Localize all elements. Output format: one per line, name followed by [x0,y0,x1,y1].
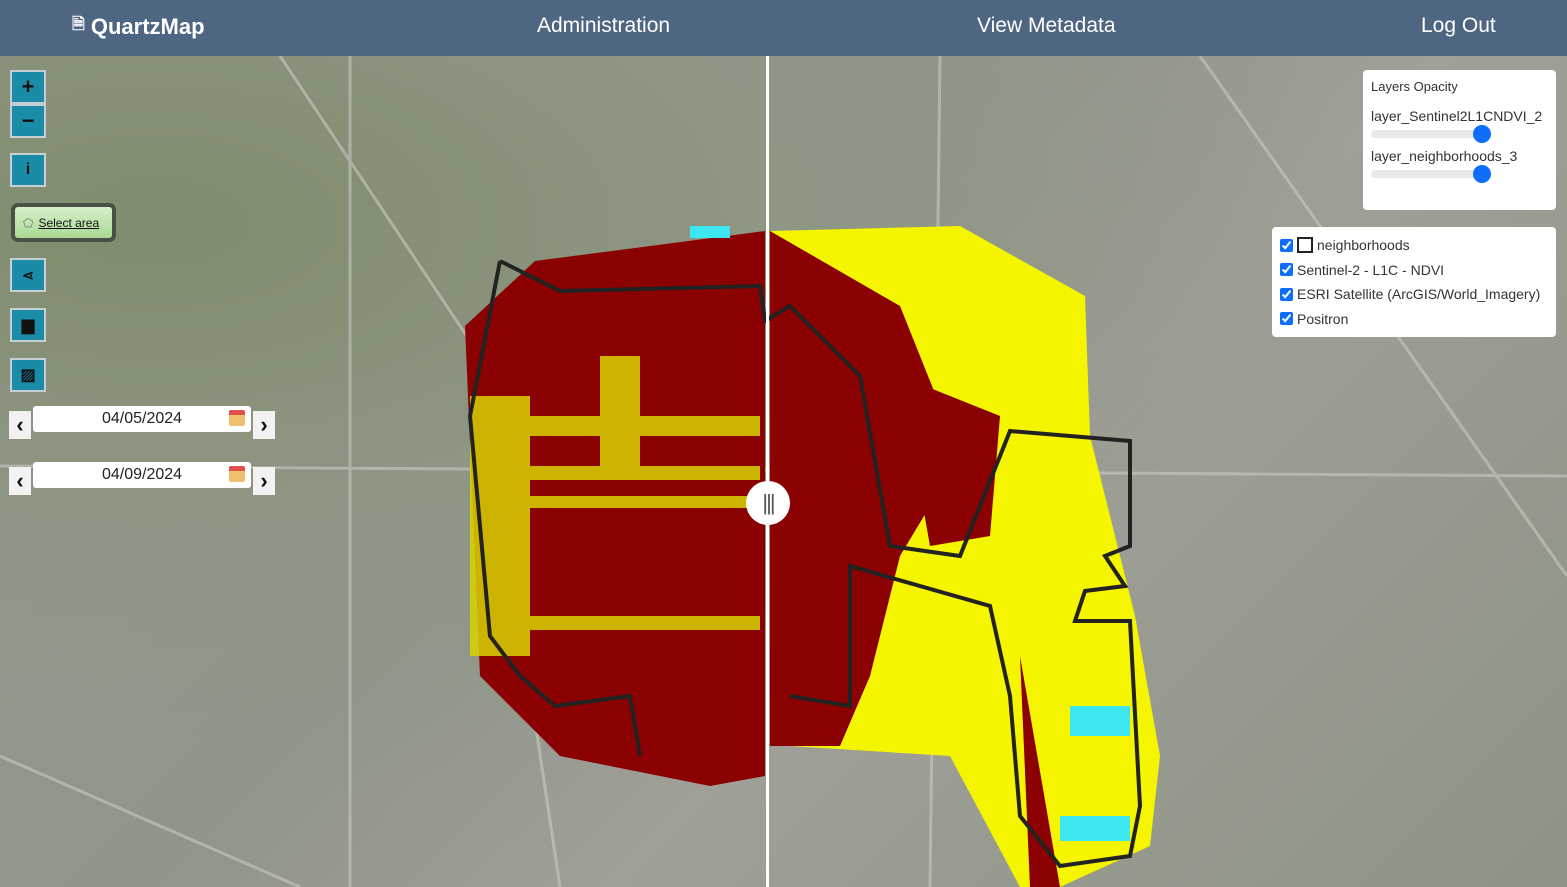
opacity-label: layer_neighborhoods_3 [1371,148,1518,164]
layer-checkbox[interactable] [1280,287,1293,301]
layer-toggle-positron[interactable]: Positron [1280,307,1548,332]
slider-thumb[interactable] [1473,125,1491,143]
swipe-divider[interactable] [766,56,769,887]
chevron-right-icon: › [260,412,268,437]
date2-next-button[interactable]: › [253,467,275,495]
slider-thumb[interactable] [1473,165,1491,183]
date2-input[interactable]: 04/09/2024 [33,462,251,488]
chevron-left-icon: ‹ [16,412,24,437]
layer-checkbox[interactable] [1280,263,1293,277]
ndvi-left [465,231,765,786]
info-button[interactable]: i [10,153,46,187]
image-icon: ▨ [20,367,36,384]
layer-switcher-panel: neighborhoods Sentinel-2 - L1C - NDVI ES… [1272,227,1556,337]
map-layers [0,56,1567,887]
opacity-slider-neighborhoods[interactable] [1371,165,1491,183]
share-icon: ⋖ [22,266,34,283]
date1-prev-button[interactable]: ‹ [9,411,31,439]
opacity-label: layer_Sentinel2L1CNDVI_2 [1371,108,1543,124]
layer-toggle-neighborhoods[interactable]: neighborhoods [1280,233,1548,258]
layers-opacity-panel: Layers Opacity layer_Sentinel2L1CNDVI_2 … [1363,70,1556,210]
share-button[interactable]: ⋖ [10,258,46,292]
ndvi-water [690,226,1130,841]
zoom-out-button[interactable]: − [10,104,46,138]
road [0,754,301,887]
calendar-icon[interactable] [229,410,245,426]
chevron-left-icon: ‹ [16,468,24,493]
layer-toggle-esri[interactable]: ESRI Satellite (ArcGIS/World_Imagery) [1280,282,1548,307]
date2-prev-button[interactable]: ‹ [9,467,31,495]
top-navbar: 🗎 QuartzMap Administration View Metadata… [0,0,1567,56]
zoom-in-button[interactable]: + [10,70,46,104]
calendar-icon[interactable] [229,466,245,482]
document-icon: 🗎 [72,16,85,33]
select-area-button[interactable]: ⬠ Select area [15,207,112,238]
layer-toggle-sentinel[interactable]: Sentinel-2 - L1C - NDVI [1280,258,1548,283]
nav-log-out[interactable]: Log Out [1421,14,1496,37]
layer-checkbox[interactable] [1280,312,1293,326]
print-button[interactable]: ▆ [10,308,46,342]
print-icon: ▆ [21,317,35,334]
grip-icon: ||| [762,490,775,515]
export-image-button[interactable]: ▨ [10,358,46,392]
info-icon: i [25,161,31,178]
polygon-icon: ⬠ [23,215,34,230]
neighborhood-boundaries [467,259,1143,869]
nav-view-metadata[interactable]: View Metadata [977,14,1116,37]
date1-input[interactable]: 04/05/2024 [33,406,251,432]
legend-square-icon [1297,237,1313,254]
swipe-handle[interactable]: ||| [746,481,790,525]
opacity-slider-sentinel[interactable] [1371,125,1491,143]
date1-next-button[interactable]: › [253,411,275,439]
brand[interactable]: 🗎 QuartzMap [72,13,205,39]
opacity-title: Layers Opacity [1371,79,1458,94]
map[interactable] [0,56,1567,887]
chevron-right-icon: › [260,468,268,493]
nav-administration[interactable]: Administration [537,14,671,37]
layer-checkbox[interactable] [1280,238,1293,252]
